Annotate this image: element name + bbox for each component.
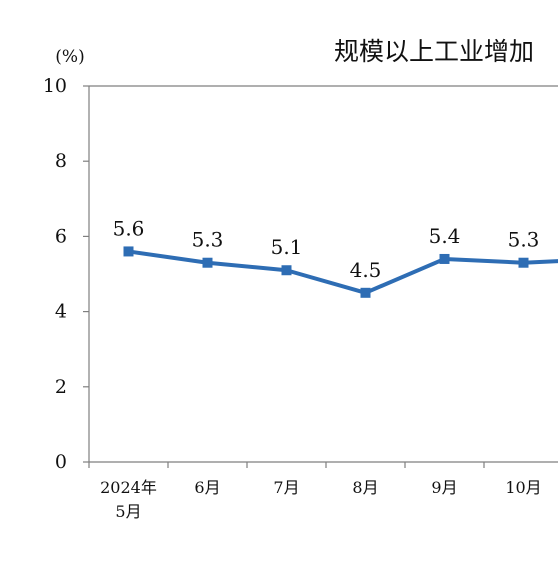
- x-tick-label: 9月: [431, 478, 457, 497]
- data-point-marker: [282, 265, 292, 275]
- series-line: [129, 251, 558, 292]
- y-tick-label: 10: [43, 75, 67, 97]
- chart-title: 规模以上工业增加: [334, 37, 534, 66]
- plot-frame: [89, 86, 558, 462]
- data-label: 5.3: [192, 228, 224, 252]
- x-tick-label: 7月: [273, 478, 299, 497]
- y-tick-label: 0: [55, 451, 67, 473]
- y-tick-label: 2: [55, 376, 67, 398]
- data-label: 5.4: [429, 224, 461, 248]
- data-point-marker: [203, 258, 213, 268]
- x-tick-label: 8月: [352, 478, 378, 497]
- x-axis: 2024年5月6月7月8月9月10月11月: [89, 462, 558, 521]
- data-point-marker: [124, 246, 134, 256]
- y-tick-label: 6: [55, 225, 67, 247]
- data-labels: 5.6 5.3 5.1 4.5 5.4 5.3: [113, 216, 540, 281]
- data-label: 5.6: [113, 216, 145, 240]
- x-tick-label: 10月: [505, 478, 541, 497]
- y-unit-label: (%): [55, 47, 84, 67]
- x-tick-label: 6月: [194, 478, 220, 497]
- data-point-marker: [361, 288, 371, 298]
- y-tick-label: 8: [55, 150, 67, 172]
- data-label: 5.1: [271, 235, 303, 259]
- data-point-marker: [519, 258, 529, 268]
- data-point-marker: [440, 254, 450, 264]
- y-tick-label: 4: [55, 301, 67, 323]
- y-axis: 0 2 4 6 8 10: [43, 75, 89, 473]
- series-group: [124, 246, 558, 297]
- data-label: 5.3: [508, 228, 540, 252]
- data-label: 4.5: [350, 258, 382, 282]
